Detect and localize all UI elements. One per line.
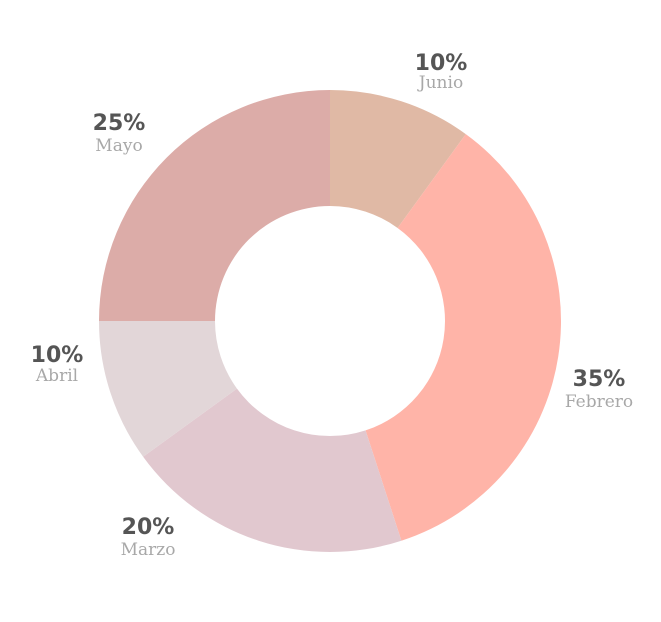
labels-layer: 10%Junio35%Febrero20%Marzo10%Abril25%May…: [31, 51, 634, 560]
slice-febrero: [365, 134, 561, 541]
slice-mayo: [99, 90, 330, 321]
category-label-mayo: Mayo: [95, 136, 142, 156]
slices-layer: [99, 90, 561, 552]
percent-label-abril: 10%: [31, 343, 84, 368]
category-label-febrero: Febrero: [565, 392, 633, 412]
slice-junio: [330, 90, 466, 228]
category-label-abril: Abril: [35, 366, 78, 386]
percent-label-mayo: 25%: [93, 111, 146, 136]
category-label-marzo: Marzo: [121, 540, 176, 560]
percent-label-febrero: 35%: [573, 367, 626, 392]
percent-label-marzo: 20%: [122, 515, 175, 540]
category-label-junio: Junio: [417, 73, 463, 93]
slice-abril: [99, 321, 237, 457]
percent-label-junio: 10%: [415, 51, 468, 76]
slice-marzo: [143, 388, 402, 552]
